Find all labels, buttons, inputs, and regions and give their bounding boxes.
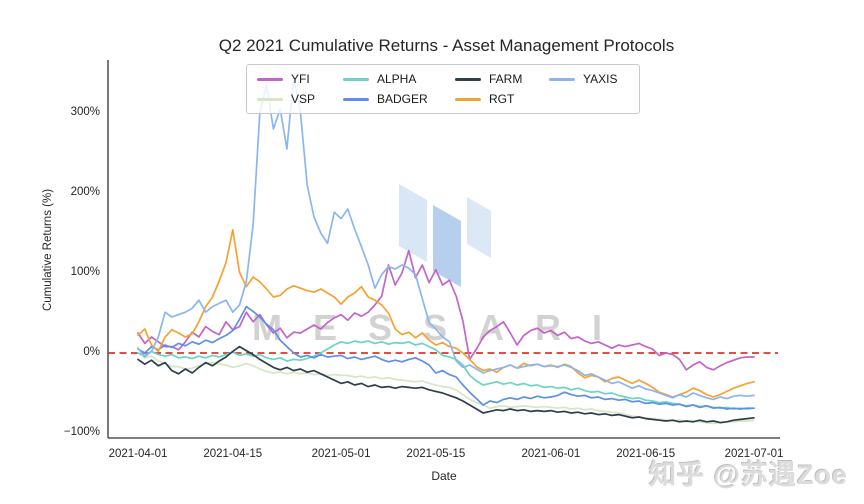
- legend-item-rgt: RGT: [455, 92, 549, 106]
- legend-label: RGT: [489, 92, 515, 106]
- legend-swatch-rgt: [455, 97, 481, 101]
- series-line-yfi: [137, 249, 755, 371]
- legend-label: ALPHA: [377, 72, 417, 86]
- legend-label: FARM: [489, 72, 523, 86]
- legend-swatch-yaxis: [549, 77, 575, 81]
- series-line-yaxis: [137, 76, 755, 401]
- legend-swatch-badger: [343, 97, 369, 101]
- legend-item-yaxis: YAXIS: [549, 72, 627, 86]
- legend-item-vsp: VSP: [257, 92, 343, 106]
- chart-title: Q2 2021 Cumulative Returns - Asset Manag…: [218, 36, 675, 55]
- x-tick-label: 2021-07-01: [724, 448, 784, 460]
- legend-label: YAXIS: [583, 72, 618, 86]
- series-line-vsp: [137, 352, 755, 425]
- y-tick-label: 200%: [70, 186, 100, 198]
- legend-label: YFI: [291, 72, 310, 86]
- y-tick-label: −100%: [63, 426, 100, 438]
- legend-label: VSP: [291, 92, 316, 106]
- x-axis-title: Date: [431, 469, 457, 483]
- series-line-alpha: [137, 340, 755, 410]
- legend-item-alpha: ALPHA: [343, 72, 455, 86]
- x-tick-label: 2021-06-01: [521, 448, 581, 460]
- legend-swatch-alpha: [343, 77, 369, 81]
- x-tick-label: 2021-04-15: [203, 448, 263, 460]
- y-tick-label: 100%: [70, 266, 100, 278]
- legend-item-badger: BADGER: [343, 92, 455, 106]
- zhihu-watermark: 知乎 @苏遇Zoe: [649, 460, 848, 490]
- legend-swatch-vsp: [257, 97, 283, 101]
- legend-label: BADGER: [377, 92, 428, 106]
- legend-swatch-farm: [455, 77, 481, 81]
- y-tick-label: 300%: [70, 106, 100, 118]
- legend-item-yfi: YFI: [257, 72, 343, 86]
- y-tick-label: 0%: [83, 346, 100, 358]
- legend: YFI VSP ALPHA BADGER FARM RGT YAXIS: [246, 64, 640, 114]
- x-tick-label: 2021-05-15: [406, 448, 466, 460]
- x-tick-label: 2021-05-01: [311, 448, 371, 460]
- legend-item-farm: FARM: [455, 72, 549, 86]
- series-line-badger: [137, 305, 755, 410]
- x-tick-label: 2021-06-15: [616, 448, 676, 460]
- legend-swatch-yfi: [257, 77, 283, 81]
- series-line-farm: [137, 345, 755, 424]
- x-tick-label: 2021-04-01: [108, 448, 168, 460]
- series-line-rgt: [137, 228, 755, 398]
